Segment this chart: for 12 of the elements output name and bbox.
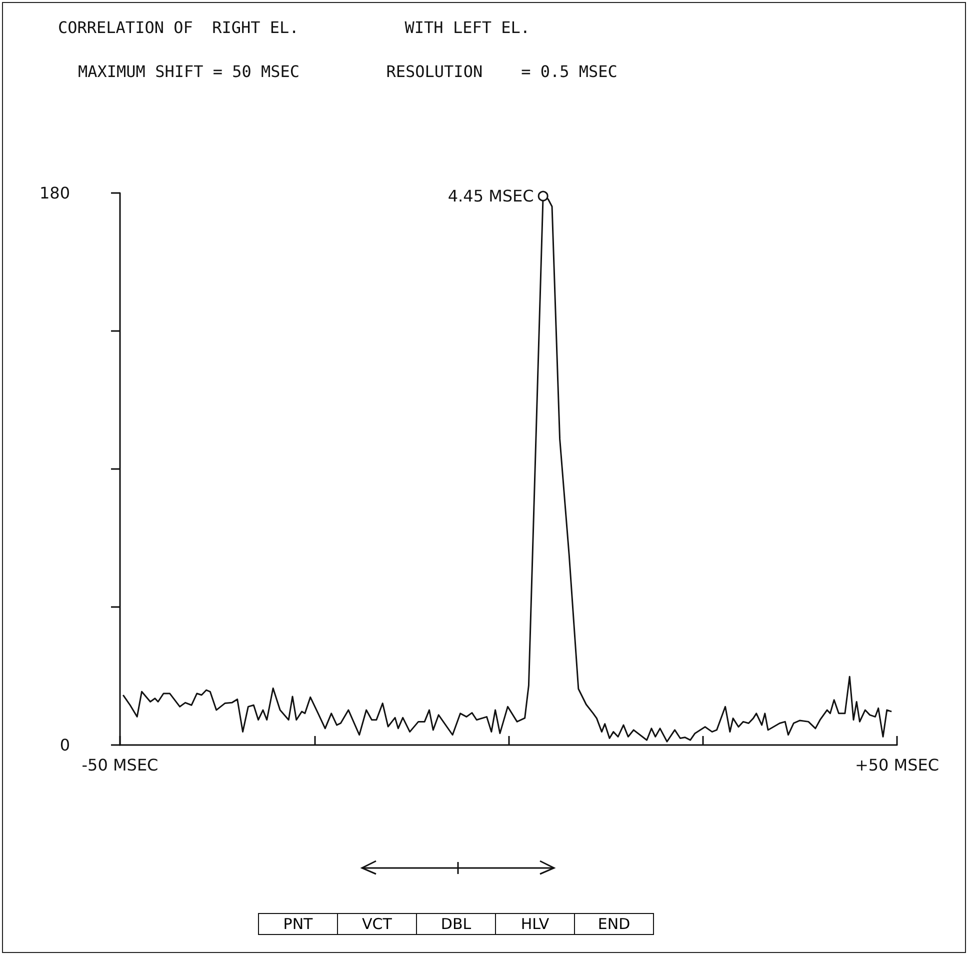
x-tick-label: +50 MSEC <box>854 756 940 774</box>
x-tick-label: -50 MSEC <box>82 756 158 774</box>
chart-title: CORRELATION OF RIGHT EL. WITH LEFT EL. <box>58 18 530 37</box>
y-tick-label: 0 <box>60 736 70 754</box>
text: VCT <box>337 914 416 934</box>
text: DBL <box>416 914 495 934</box>
text: PNT <box>282 914 314 934</box>
text: END <box>574 914 653 934</box>
text: HLV <box>495 914 574 934</box>
annotation: 4.45 MSEC <box>448 186 534 206</box>
y-tick-label: 180 <box>39 184 70 202</box>
chart-subtitle: MAXIMUM SHIFT = 50 MSEC RESOLUTION = 0.5 MSEC <box>78 62 618 81</box>
